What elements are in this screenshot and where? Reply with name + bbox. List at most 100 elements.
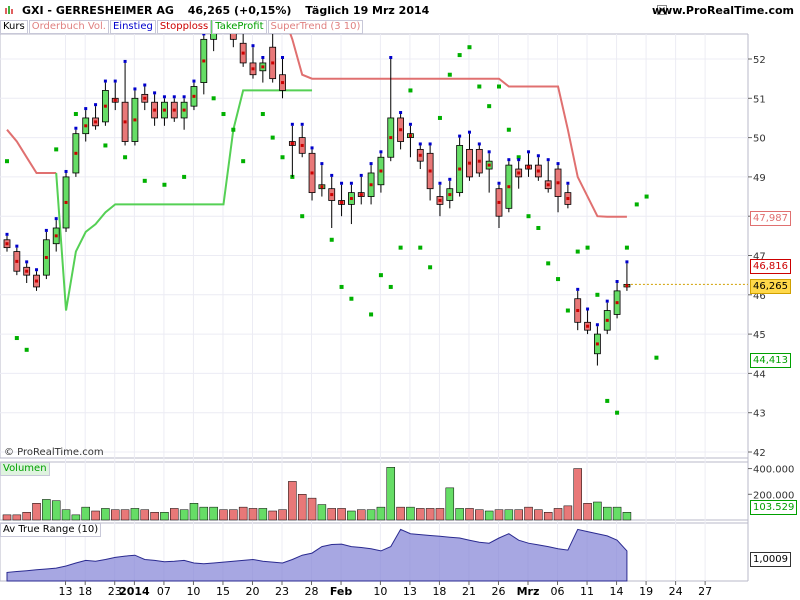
entry-marker bbox=[192, 79, 196, 83]
upper-target-price-tag: 46,816 bbox=[750, 259, 791, 274]
entry-marker bbox=[103, 79, 107, 83]
entry-marker bbox=[467, 130, 471, 134]
stopploss-marker bbox=[487, 163, 491, 167]
takeprofit-dot bbox=[241, 159, 246, 164]
stopploss-marker bbox=[477, 159, 481, 163]
volume-bar bbox=[337, 508, 346, 521]
stopploss-marker bbox=[133, 118, 137, 122]
x-tick-label: 28 bbox=[305, 585, 319, 598]
entry-marker bbox=[546, 158, 550, 162]
volume-bar bbox=[406, 506, 415, 521]
legend-stopploss[interactable]: Stopploss bbox=[156, 20, 212, 34]
stopploss-marker bbox=[310, 171, 314, 175]
stopploss-marker bbox=[54, 234, 58, 238]
entry-marker bbox=[281, 56, 285, 59]
stopploss-marker bbox=[290, 141, 294, 145]
volume-bar bbox=[150, 512, 159, 521]
takeprofit-dot bbox=[329, 237, 334, 242]
indicator-legend: Kurs Orderbuch Vol. Einstieg Stopploss T… bbox=[0, 20, 364, 34]
stopploss-marker bbox=[517, 171, 521, 175]
volume-bar bbox=[396, 506, 405, 521]
entry-marker bbox=[5, 232, 9, 236]
takeprofit-dot bbox=[575, 249, 580, 254]
site-url: www.ProRealTime.com bbox=[651, 4, 794, 17]
volume-bar bbox=[258, 508, 268, 521]
takeprofit-dot bbox=[497, 84, 501, 89]
legend-einstieg[interactable]: Einstieg bbox=[109, 20, 156, 34]
legend-takeprofit[interactable]: TakeProfit bbox=[212, 20, 267, 34]
entry-marker bbox=[448, 177, 452, 181]
stopploss-marker bbox=[369, 183, 373, 187]
legend-supertrend[interactable]: SuperTrend (3 10) bbox=[267, 20, 364, 34]
stopploss-marker bbox=[202, 59, 206, 63]
volume-bar bbox=[199, 506, 209, 521]
y-tick-label: 50 bbox=[753, 134, 766, 145]
entry-marker bbox=[290, 122, 294, 126]
stopploss-marker bbox=[507, 185, 511, 189]
volume-bar bbox=[229, 509, 238, 521]
stopploss-marker bbox=[25, 269, 29, 273]
takeprofit-dot bbox=[14, 336, 19, 341]
volume-bar bbox=[484, 510, 494, 521]
takeprofit-dot bbox=[536, 225, 541, 230]
x-tick-label: 23 bbox=[275, 585, 289, 598]
entry-marker bbox=[64, 169, 68, 173]
atr-area bbox=[6, 528, 628, 582]
entry-marker bbox=[497, 181, 501, 185]
stopploss-marker bbox=[605, 318, 609, 322]
entry-marker bbox=[261, 56, 265, 59]
volume-panel-label[interactable]: Volumen bbox=[0, 462, 50, 476]
entry-marker bbox=[35, 268, 39, 272]
x-tick-label: 10 bbox=[373, 585, 387, 598]
entry-marker bbox=[340, 181, 344, 185]
entry-marker bbox=[123, 59, 127, 63]
volume-bar bbox=[278, 509, 287, 521]
entry-marker bbox=[369, 162, 373, 166]
header-title: GXI - GERRESHEIMER AG 46,265 (+0,15%) Tä… bbox=[22, 4, 429, 17]
chart-type-icon[interactable] bbox=[4, 5, 14, 15]
lower-target-price-tag: 44,413 bbox=[750, 353, 791, 368]
stopploss-marker bbox=[103, 104, 107, 108]
takeprofit-dot bbox=[565, 308, 570, 313]
takeprofit-dot bbox=[103, 143, 108, 148]
entry-marker bbox=[418, 142, 422, 146]
entry-marker bbox=[605, 299, 609, 303]
stopploss-marker bbox=[408, 134, 412, 138]
stopploss-marker bbox=[74, 151, 78, 155]
legend-kurs[interactable]: Kurs bbox=[0, 20, 28, 34]
legend-orderbuch[interactable]: Orderbuch Vol. bbox=[28, 20, 109, 34]
volume-bar bbox=[543, 512, 553, 521]
volume-bar bbox=[219, 509, 228, 521]
stopploss-marker bbox=[497, 200, 501, 204]
takeprofit-dot bbox=[270, 135, 275, 140]
entry-marker bbox=[428, 142, 432, 146]
volume-bar bbox=[140, 509, 150, 521]
entry-marker bbox=[310, 146, 314, 150]
entry-marker bbox=[84, 107, 88, 111]
stopploss-marker bbox=[527, 165, 531, 169]
volume-bar bbox=[327, 508, 336, 521]
stopploss-marker bbox=[143, 96, 147, 100]
close-icon[interactable] bbox=[657, 5, 667, 15]
takeprofit-dot bbox=[556, 277, 561, 282]
takeprofit-dot bbox=[624, 245, 629, 250]
stopploss-marker bbox=[271, 61, 275, 65]
volume-last-tag: 103.529 bbox=[750, 500, 798, 515]
stopploss-marker bbox=[320, 185, 324, 189]
y-tick-label: 52 bbox=[753, 55, 766, 66]
takeprofit-dot bbox=[437, 115, 442, 120]
entry-marker bbox=[458, 134, 462, 138]
takeprofit-dot bbox=[231, 127, 236, 132]
takeprofit-dot bbox=[585, 245, 590, 250]
entry-marker bbox=[54, 217, 58, 221]
entry-marker bbox=[330, 173, 334, 177]
takeprofit-dot bbox=[5, 159, 9, 164]
price-panel bbox=[0, 33, 749, 459]
atr-panel-label[interactable]: Av True Range (10) bbox=[0, 523, 102, 537]
price-change: 46,265 (+0,15%) bbox=[187, 4, 292, 17]
volume-bar bbox=[366, 509, 376, 521]
stopploss-marker bbox=[625, 284, 629, 288]
stopploss-marker bbox=[458, 167, 462, 171]
